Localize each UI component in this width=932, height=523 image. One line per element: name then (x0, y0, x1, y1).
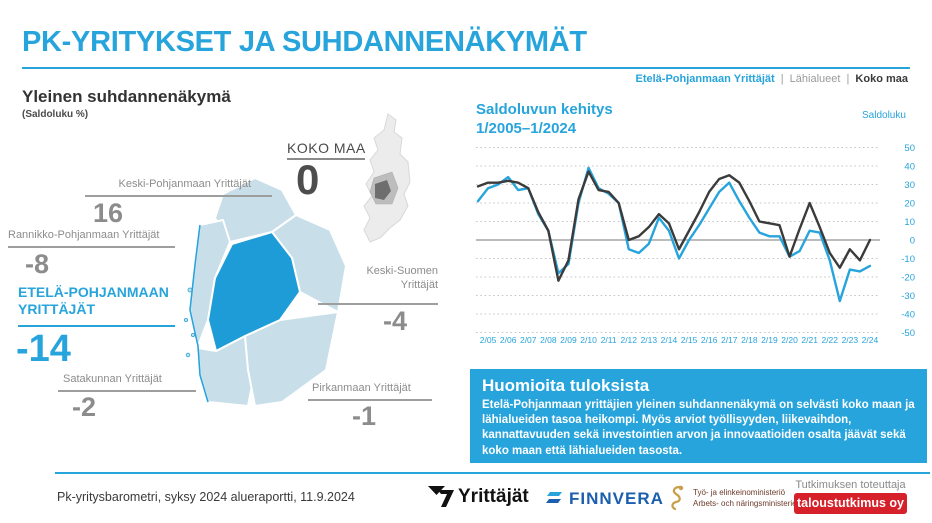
region-label-satakunta: Satakunnan Yrittäjät (63, 373, 162, 385)
x-tick-label: 2/10 (580, 335, 597, 345)
chart-title-line1: Saldoluvun kehitys (476, 101, 613, 118)
breadcrumb: Etelä-Pohjanmaan Yrittäjät | Lähialueet … (636, 73, 909, 85)
chart-title-line2: 1/2005–1/2024 (476, 119, 577, 137)
x-tick-label: 2/20 (781, 335, 798, 345)
leader-line (308, 399, 432, 401)
x-tick-label: 2/14 (661, 335, 678, 345)
x-tick-label: 2/12 (620, 335, 637, 345)
left-panel-subtitle: (Saldoluku %) (22, 109, 89, 120)
ministry-logo: Työ- ja elinkeinoministeriö Arbets- och … (667, 484, 799, 512)
x-tick-label: 2/22 (821, 335, 838, 345)
leader-line (318, 303, 438, 305)
y-tick-label: 50 (904, 143, 915, 154)
notes-box: Huomioita tuloksista Etelä-Pohjanmaan yr… (470, 369, 927, 463)
region-label-keski-pohjanmaa: Keski-Pohjanmaan Yrittäjät (118, 178, 251, 190)
yrittajat-logo-text: Yrittäjät (458, 486, 529, 507)
x-tick-label: 2/24 (862, 335, 879, 345)
yrittajat-logo-icon (428, 486, 454, 507)
breadcrumb-separator: | (780, 73, 784, 85)
x-tick-label: 2/23 (842, 335, 859, 345)
taloustutkimus-logo[interactable]: taloustutkimus oy (794, 493, 907, 514)
x-tick-label: 2/11 (601, 335, 617, 345)
finnvera-logo-icon (546, 492, 562, 503)
x-tick-label: 2/19 (761, 335, 778, 345)
footer-divider (55, 472, 930, 474)
map-region-etela-pohjanmaa-highlight[interactable] (207, 231, 301, 352)
series-line-koko-maa (476, 170, 872, 282)
ministry-lion-icon (671, 485, 684, 511)
chart-y-axis-label: Saldoluku (862, 110, 906, 121)
y-tick-label: -30 (901, 291, 915, 302)
page-title: PK-YRITYKSET JA SUHDANNENÄKYMÄT (22, 26, 587, 58)
x-tick-label: 2/17 (721, 335, 738, 345)
title-divider (22, 67, 910, 69)
breadcrumb-nearby[interactable]: Lähialueet (789, 73, 841, 85)
y-tick-label: -10 (901, 254, 915, 265)
y-tick-label: -50 (901, 328, 915, 339)
y-tick-label: 0 (910, 236, 915, 247)
region-label-keski-suomi: Keski-Suomen Yrittäjät (366, 265, 438, 292)
y-tick-label: 10 (904, 217, 915, 228)
region-map (183, 177, 347, 407)
finland-locator-map (363, 113, 411, 243)
x-tick-label: 2/18 (741, 335, 758, 345)
chart-title: Saldoluvun kehitys 1/2005–1/2024 (476, 101, 613, 139)
y-tick-label: -40 (901, 310, 915, 321)
footer-caption: Pk-yritysbarometri, syksy 2024 aluerapor… (57, 490, 355, 504)
leader-line (18, 325, 175, 327)
x-tick-label: 2/16 (701, 335, 718, 345)
x-tick-label: 2/06 (500, 335, 517, 345)
y-tick-label: 30 (904, 180, 915, 191)
region-value-etela-pohjanmaa: -14 (16, 328, 71, 370)
region-label-pirkanmaa: Pirkanmaan Yrittäjät (312, 382, 411, 394)
leader-line (8, 246, 175, 248)
x-tick-label: 2/13 (641, 335, 658, 345)
region-label-etela-pohjanmaa: ETELÄ-POHJANMAAN YRITTÄJÄT (18, 284, 169, 318)
region-value-keski-suomi: -4 (383, 306, 408, 336)
x-tick-label: 2/09 (560, 335, 577, 345)
region-value-satakunta: -2 (72, 392, 97, 422)
map-coastline-islands (183, 287, 195, 358)
x-tick-label: 2/08 (540, 335, 557, 345)
left-panel-title: Yleinen suhdannenäkymä (22, 87, 231, 106)
ministry-logo-text: Työ- ja elinkeinoministeriö Arbets- och … (693, 487, 799, 509)
koko-maa-value: 0 (296, 156, 320, 203)
map-coast-stroke (189, 224, 209, 403)
x-tick-label: 2/05 (480, 335, 497, 345)
ministry-name-fi: Työ- ja elinkeinoministeriö (693, 487, 786, 497)
y-tick-label: 40 (904, 162, 915, 173)
notes-heading: Huomioita tuloksista (482, 376, 650, 395)
yrittajat-logo: Yrittäjät (428, 486, 529, 508)
research-provider-label: Tutkimuksen toteuttaja (795, 479, 906, 491)
leader-line (58, 390, 196, 392)
leader-line (85, 195, 272, 197)
koko-maa-underline (287, 158, 365, 160)
region-value-keski-pohjanmaa: 16 (93, 198, 124, 228)
x-tick-label: 2/15 (681, 335, 698, 345)
region-value-rannikko-pohjanmaa: -8 (25, 249, 50, 279)
ministry-name-sv: Arbets- och näringsministeriet (693, 499, 799, 508)
koko-maa-label: KOKO MAA (287, 140, 366, 156)
finnvera-logo: FINNVERA (546, 489, 664, 509)
notes-body: Etelä-Pohjanmaan yrittäjien yleinen suhd… (482, 399, 915, 457)
locator-etela-pohjanmaa (375, 180, 391, 200)
finnvera-logo-text: FINNVERA (569, 489, 664, 508)
y-tick-label: -20 (901, 273, 915, 284)
y-tick-label: 20 (904, 199, 915, 210)
x-tick-label: 2/21 (801, 335, 818, 345)
breadcrumb-region[interactable]: Etelä-Pohjanmaan Yrittäjät (635, 73, 775, 85)
breadcrumb-country[interactable]: Koko maa (855, 73, 908, 85)
breadcrumb-separator: | (846, 73, 850, 85)
region-label-rannikko-pohjanmaa: Rannikko-Pohjanmaan Yrittäjät (8, 229, 160, 241)
region-value-pirkanmaa: -1 (352, 401, 377, 431)
x-tick-label: 2/07 (520, 335, 537, 345)
map-region-keski-pohjanmaa[interactable] (214, 177, 297, 243)
map-region-pirkanmaa[interactable] (244, 311, 339, 407)
